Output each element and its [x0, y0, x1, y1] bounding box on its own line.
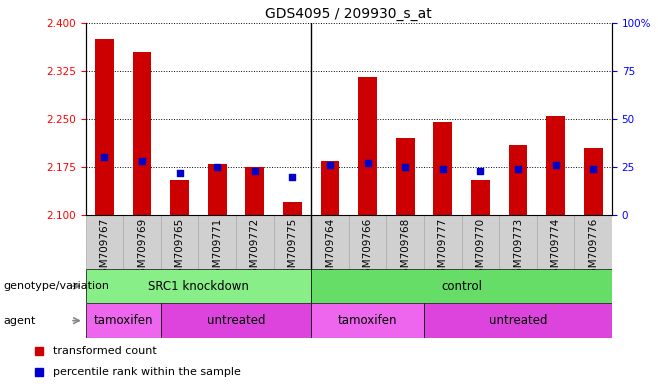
Text: GSM709766: GSM709766: [363, 218, 372, 281]
Bar: [471, 180, 490, 215]
Point: [588, 166, 598, 172]
Bar: [424, 303, 612, 338]
Bar: [424, 215, 461, 269]
Text: GSM709768: GSM709768: [400, 218, 410, 281]
Bar: [584, 148, 603, 215]
Bar: [198, 215, 236, 269]
Bar: [509, 145, 527, 215]
Bar: [349, 215, 386, 269]
Bar: [132, 52, 151, 215]
Text: GSM709774: GSM709774: [551, 218, 561, 281]
Bar: [574, 215, 612, 269]
Bar: [245, 167, 264, 215]
Text: GSM709776: GSM709776: [588, 218, 598, 281]
Point: [513, 166, 523, 172]
Text: tamoxifen: tamoxifen: [338, 314, 397, 327]
Text: SRC1 knockdown: SRC1 knockdown: [148, 280, 249, 293]
Bar: [86, 303, 161, 338]
Point: [475, 168, 486, 174]
Text: GSM709773: GSM709773: [513, 218, 523, 281]
Bar: [546, 116, 565, 215]
Point: [550, 162, 561, 168]
Text: tamoxifen: tamoxifen: [93, 314, 153, 327]
Point: [212, 164, 222, 170]
Text: agent: agent: [3, 316, 36, 326]
Bar: [386, 215, 424, 269]
Bar: [311, 269, 612, 303]
Text: GSM709777: GSM709777: [438, 218, 447, 281]
Bar: [395, 138, 415, 215]
Bar: [311, 215, 349, 269]
Point: [174, 170, 185, 176]
Point: [400, 164, 411, 170]
Text: GSM709771: GSM709771: [212, 218, 222, 281]
Text: genotype/variation: genotype/variation: [3, 281, 109, 291]
Bar: [311, 303, 424, 338]
Point: [99, 154, 110, 161]
Bar: [161, 303, 311, 338]
Text: untreated: untreated: [489, 314, 547, 327]
Point: [363, 160, 373, 166]
Bar: [320, 161, 340, 215]
Bar: [537, 215, 574, 269]
Point: [438, 166, 448, 172]
Bar: [461, 215, 499, 269]
Bar: [358, 78, 377, 215]
Point: [287, 174, 297, 180]
Bar: [95, 39, 114, 215]
Bar: [434, 122, 452, 215]
Point: [137, 158, 147, 164]
Text: GSM709775: GSM709775: [288, 218, 297, 281]
Point: [249, 168, 260, 174]
Bar: [161, 215, 198, 269]
Bar: [208, 164, 226, 215]
Text: GSM709769: GSM709769: [137, 218, 147, 281]
Point: [324, 162, 335, 168]
Bar: [274, 215, 311, 269]
Bar: [283, 202, 302, 215]
Text: GSM709772: GSM709772: [250, 218, 260, 281]
Bar: [123, 215, 161, 269]
Text: untreated: untreated: [207, 314, 265, 327]
Text: GSM709767: GSM709767: [99, 218, 109, 281]
Text: GSM709764: GSM709764: [325, 218, 335, 281]
Bar: [86, 269, 311, 303]
Bar: [499, 215, 537, 269]
Bar: [236, 215, 274, 269]
Text: transformed count: transformed count: [53, 346, 157, 356]
Text: control: control: [441, 280, 482, 293]
Bar: [170, 180, 189, 215]
Text: GSM709765: GSM709765: [174, 218, 184, 281]
Title: GDS4095 / 209930_s_at: GDS4095 / 209930_s_at: [265, 7, 432, 21]
Text: percentile rank within the sample: percentile rank within the sample: [53, 367, 241, 377]
Bar: [86, 215, 123, 269]
Text: GSM709770: GSM709770: [475, 218, 486, 281]
